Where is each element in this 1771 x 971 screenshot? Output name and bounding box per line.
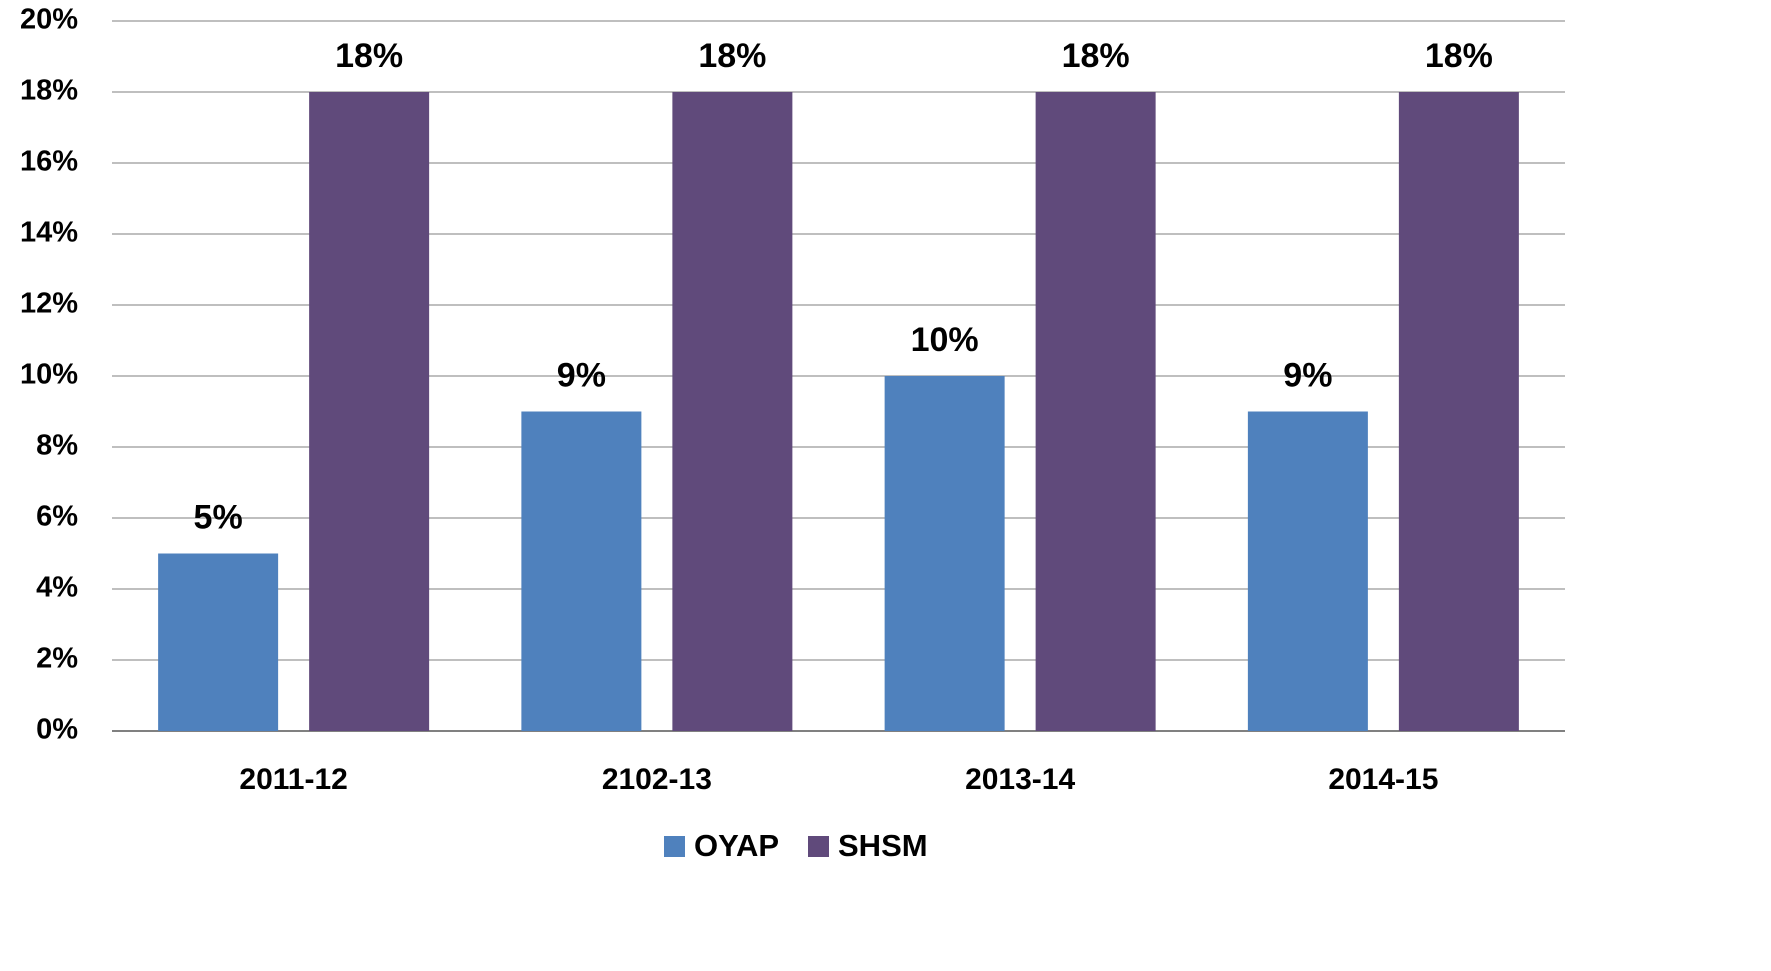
y-tick-label: 12% bbox=[20, 288, 78, 320]
data-label: 18% bbox=[698, 37, 766, 75]
bar bbox=[309, 92, 430, 731]
data-label: 9% bbox=[1283, 356, 1332, 394]
y-tick-label: 0% bbox=[36, 714, 78, 746]
y-tick-label: 14% bbox=[20, 217, 78, 249]
y-tick-label: 10% bbox=[20, 359, 78, 391]
x-tick-label: 2014-15 bbox=[1328, 763, 1438, 796]
y-tick-label: 4% bbox=[36, 572, 78, 604]
bar bbox=[158, 553, 279, 731]
x-tick-label: 2013-14 bbox=[965, 763, 1075, 796]
bar bbox=[1035, 92, 1156, 731]
data-label: 18% bbox=[335, 37, 403, 75]
data-label: 9% bbox=[557, 356, 606, 394]
data-label: 18% bbox=[1062, 37, 1130, 75]
y-tick-label: 20% bbox=[20, 4, 78, 36]
legend-swatch bbox=[808, 836, 829, 857]
legend-swatch bbox=[664, 836, 685, 857]
bar bbox=[884, 376, 1005, 731]
y-tick-label: 2% bbox=[36, 643, 78, 675]
data-label: 18% bbox=[1425, 37, 1493, 75]
bar bbox=[1247, 411, 1368, 731]
bar bbox=[521, 411, 642, 731]
legend-label: OYAP bbox=[694, 828, 779, 863]
x-tick-label: 2011-12 bbox=[239, 763, 347, 796]
bar bbox=[672, 92, 793, 731]
legend-label: SHSM bbox=[838, 828, 928, 863]
y-tick-label: 6% bbox=[36, 501, 78, 533]
y-tick-label: 18% bbox=[20, 75, 78, 107]
data-label: 5% bbox=[194, 498, 243, 536]
data-label: 10% bbox=[911, 321, 979, 359]
y-tick-label: 16% bbox=[20, 146, 78, 178]
x-tick-label: 2102-13 bbox=[602, 763, 712, 796]
y-tick-label: 8% bbox=[36, 430, 78, 462]
bar bbox=[1398, 92, 1519, 731]
